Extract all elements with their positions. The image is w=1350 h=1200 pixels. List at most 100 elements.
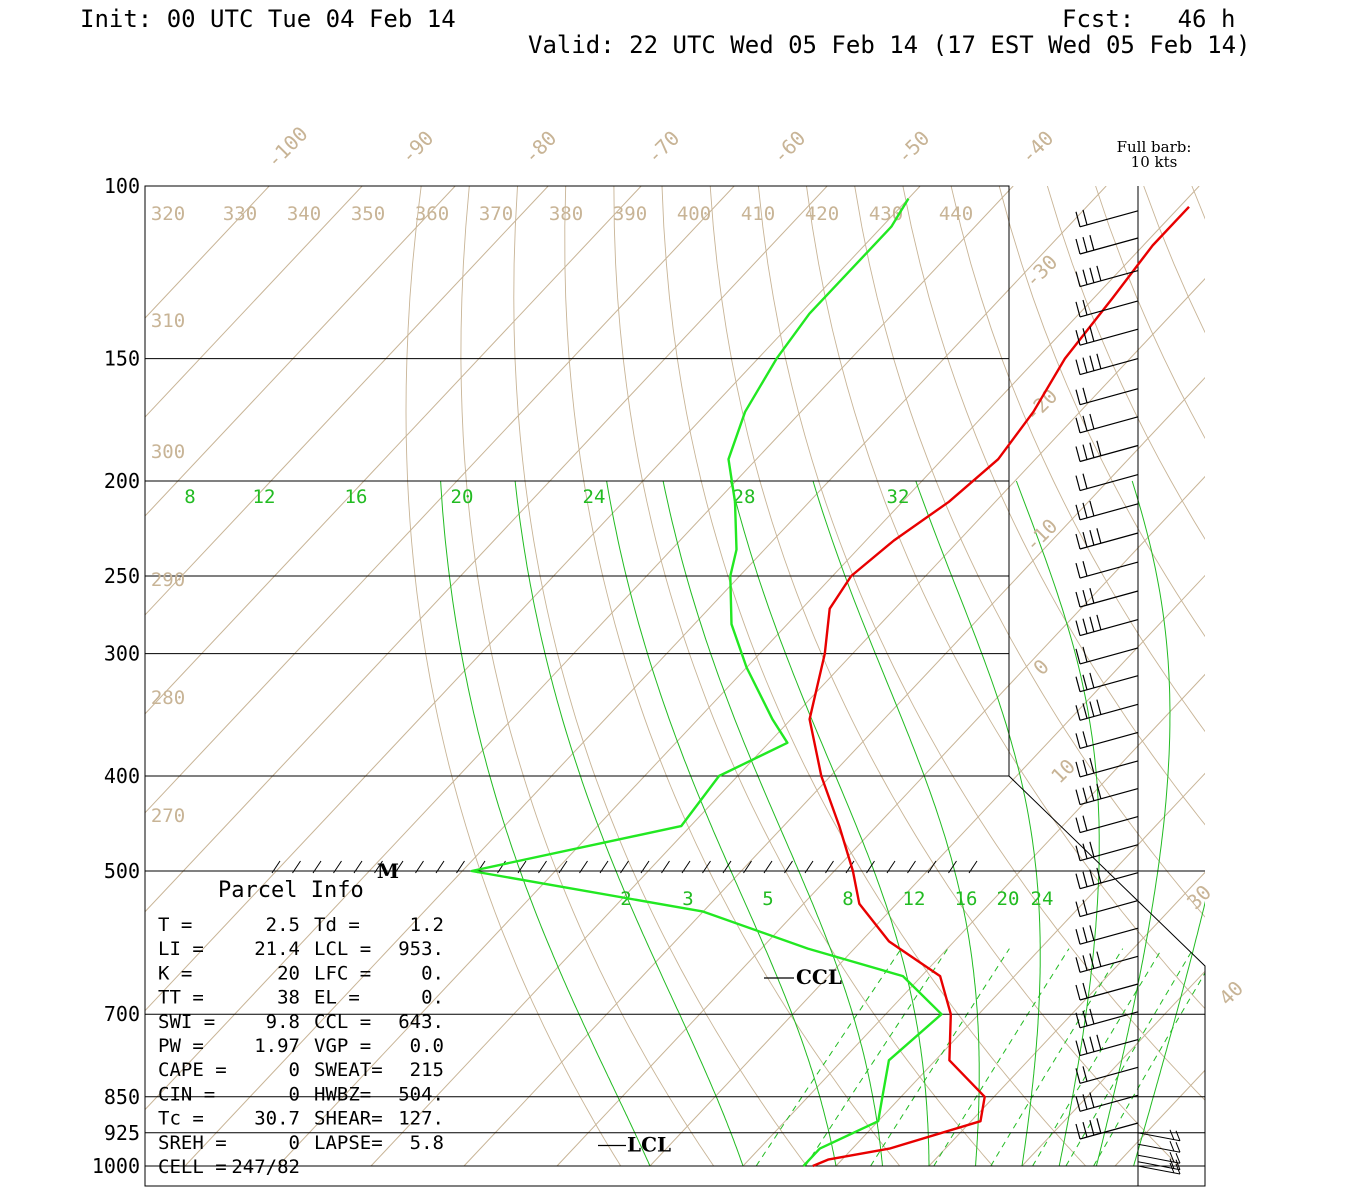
- theta-label: 280: [151, 687, 185, 709]
- theta-label: 420: [805, 203, 839, 225]
- pressure-tick-label: 250: [104, 564, 140, 588]
- wind-barb: [1079, 731, 1139, 749]
- wind-barb: [1079, 955, 1139, 973]
- wind-barb-feather: [1075, 1123, 1081, 1140]
- wind-barb-feather: [1089, 616, 1095, 632]
- freezing-level-hatch: M: [271, 859, 978, 883]
- wind-barb-feather: [1075, 475, 1081, 491]
- hatch-mark: [353, 860, 363, 874]
- isotherm-line: [1208, 186, 1350, 1166]
- parcel-row-key1: TT =: [158, 987, 204, 1009]
- wind-barb-feather: [1082, 299, 1088, 316]
- hatch-mark: [333, 860, 342, 874]
- moist-adiabat: [1133, 900, 1205, 1167]
- wind-barb-feather: [1082, 269, 1088, 285]
- isotherm-line: [1301, 186, 1350, 1166]
- wind-barb-feather: [1075, 676, 1081, 692]
- hatch-mark: [312, 860, 322, 874]
- hatch-mark: [640, 860, 650, 874]
- hatch-mark: [702, 860, 711, 874]
- wind-barb-feather: [1082, 703, 1088, 719]
- wind-barb-feather: [1082, 1121, 1088, 1138]
- wind-barb-feather: [1075, 1068, 1081, 1084]
- isotherm-line: [649, 574, 1205, 1167]
- mixing-ratio-lines: [755, 948, 1205, 1167]
- wind-barb-feather: [1089, 1008, 1095, 1025]
- wind-barb-feather: [1096, 265, 1102, 282]
- wind-barb-feather: [1175, 1163, 1181, 1175]
- wind-barb-feather: [1082, 674, 1088, 690]
- wind-barb-feather: [1075, 929, 1081, 945]
- theta-label: 370: [479, 203, 513, 225]
- mixing-ratio-label-lower: 3: [682, 888, 693, 910]
- mixing-ratio-label-lower: 12: [903, 888, 926, 910]
- hatch-mark: [415, 860, 424, 874]
- wind-barb: [1079, 675, 1139, 693]
- wind-barb: [1079, 444, 1139, 463]
- parcel-row-key1: CAPE =: [158, 1059, 227, 1081]
- wind-barb: [1079, 1039, 1139, 1057]
- mixing-ratio-label-upper: 20: [451, 486, 474, 508]
- wind-barb: [1079, 703, 1139, 721]
- wind-barb-feather: [1075, 446, 1081, 462]
- isotherm-label: -50: [892, 126, 935, 169]
- mixing-ratio-label-upper: 24: [583, 486, 606, 508]
- hatch-mark: [968, 860, 978, 874]
- parcel-row-val1: 247/82: [231, 1156, 300, 1178]
- parcel-row-val2: 5.8: [410, 1132, 444, 1154]
- parcel-row-key2: LFC =: [314, 962, 371, 984]
- theta-label: 400: [677, 203, 711, 225]
- theta-label: 330: [223, 203, 257, 225]
- parcel-row-key2: CCL =: [314, 1011, 371, 1033]
- dry-adiabat: [854, 186, 1205, 918]
- pressure-tick-label: 500: [104, 859, 140, 883]
- theta-label: 310: [151, 310, 185, 332]
- mixing-ratio-line: [804, 948, 949, 1167]
- theta-label: 380: [549, 203, 583, 225]
- wind-barb-feather: [1082, 473, 1088, 489]
- hatch-mark: [538, 860, 547, 874]
- wind-barb: [1079, 760, 1139, 778]
- wind-barb-feather: [1082, 871, 1088, 887]
- dry-adiabat: [902, 186, 1205, 826]
- hatch-mark: [743, 860, 752, 874]
- ccl-label: CCL: [796, 965, 842, 989]
- isotherm-line: [145, 186, 921, 1012]
- dry-adiabat: [1288, 186, 1350, 1166]
- wind-barb: [1079, 300, 1139, 318]
- sounding-profiles: [470, 197, 1190, 1168]
- wind-barb: [1137, 1165, 1181, 1175]
- parcel-row-val1: 0: [289, 1059, 300, 1081]
- wind-barb: [1137, 1154, 1181, 1164]
- isotherm-label: 10: [1046, 754, 1080, 788]
- wind-barb-feather: [1082, 759, 1088, 776]
- isotherm-label: 30: [1182, 880, 1216, 914]
- isotherm-label: -90: [396, 126, 439, 169]
- wind-barb: [1079, 619, 1139, 637]
- wind-barb-feather: [1096, 614, 1102, 631]
- wind-barb-feather: [1169, 1158, 1175, 1169]
- wind-barb-feather: [1089, 1120, 1095, 1136]
- isotherm-line: [1021, 970, 1205, 1167]
- isotherm-label: -80: [519, 126, 562, 169]
- hatch-mark: [907, 860, 916, 874]
- mixing-ratio-label-lower: 24: [1031, 888, 1054, 910]
- dry-adiabat: [1191, 186, 1205, 220]
- mixing-ratio-line: [1032, 948, 1163, 1167]
- mixing-ratio-line: [1065, 948, 1194, 1167]
- wind-barb-feather: [1075, 238, 1081, 255]
- dry-adiabat: [757, 186, 1205, 1101]
- hatch-mark: [599, 860, 609, 874]
- wind-barb-feather: [1082, 899, 1088, 915]
- wind-barb-feather: [1089, 235, 1095, 251]
- mixing-ratio-label-upper: 28: [733, 486, 756, 508]
- theta-label: 360: [415, 203, 449, 225]
- dry-adiabat: [564, 186, 901, 1167]
- wind-barb-feather: [1082, 1066, 1088, 1082]
- wind-barb-feather: [1075, 562, 1081, 579]
- wind-barb-feather: [1082, 415, 1088, 432]
- hatch-mark: [845, 860, 855, 874]
- moist-adiabat: [1015, 480, 1100, 1167]
- hatch-mark: [456, 860, 465, 874]
- wind-barb-feather: [1096, 528, 1102, 544]
